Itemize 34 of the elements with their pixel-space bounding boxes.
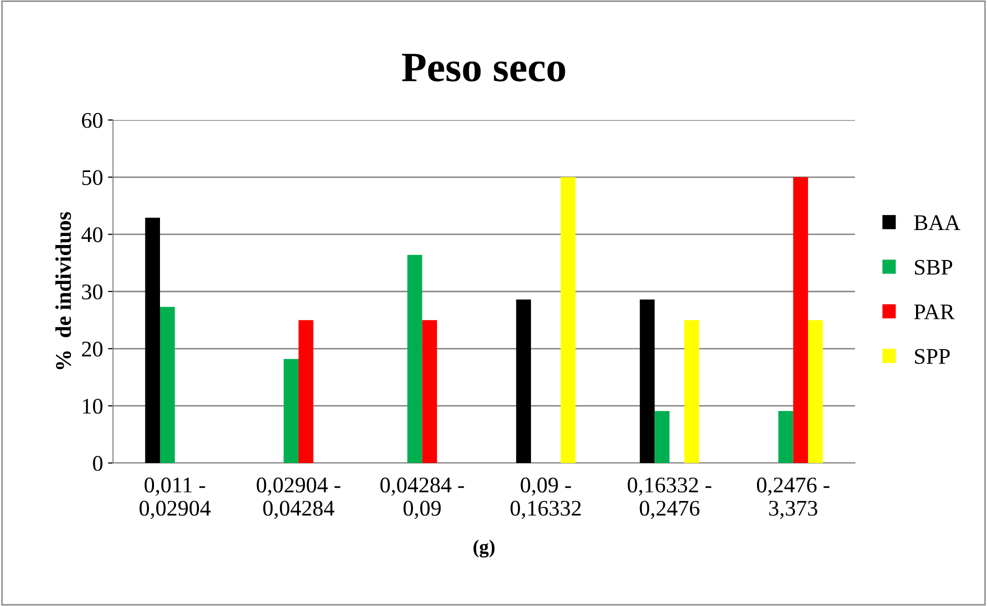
bar bbox=[422, 320, 438, 463]
bar bbox=[684, 320, 700, 463]
y-tick-label: 0 bbox=[93, 456, 102, 471]
y-tick-label: 40 bbox=[81, 227, 102, 242]
x-tick-label: 0,04284 - 0,09 bbox=[380, 478, 464, 519]
bar bbox=[793, 177, 808, 463]
x-tick-label: 0,02904 - 0,04284 bbox=[256, 478, 340, 519]
y-tick-label: 60 bbox=[82, 112, 102, 128]
bar bbox=[560, 177, 576, 463]
y-axis-title: % de individuos bbox=[55, 212, 72, 370]
legend-label: BAA bbox=[914, 215, 960, 230]
bar bbox=[145, 218, 160, 463]
bar bbox=[407, 254, 422, 463]
y-tick-label: 30 bbox=[82, 284, 102, 300]
y-tick-label: 10 bbox=[83, 398, 102, 414]
x-tick-label: 0,16332 - 0,2476 bbox=[628, 478, 712, 519]
bar bbox=[298, 320, 314, 463]
x-tick-label: 0,09 - 0,16332 bbox=[510, 478, 581, 519]
bar bbox=[654, 410, 670, 463]
legend-label: SPP bbox=[915, 349, 950, 364]
bar bbox=[640, 300, 655, 463]
legend-label: PAR bbox=[914, 304, 955, 320]
bar bbox=[778, 410, 794, 463]
bar bbox=[516, 300, 531, 463]
y-tick-label: 20 bbox=[82, 342, 102, 357]
x-tick-label: 0,011 - 0,02904 bbox=[140, 478, 211, 519]
y-tick-label: 50 bbox=[82, 170, 102, 186]
bar bbox=[284, 358, 298, 463]
legend-label: SBP bbox=[915, 260, 952, 275]
x-axis-title: (g) bbox=[474, 540, 494, 558]
bar bbox=[160, 306, 175, 463]
chart-title: Peso seco bbox=[402, 54, 566, 82]
x-tick-label: 0,2476 - 3,373 bbox=[756, 478, 830, 519]
bar bbox=[808, 320, 823, 463]
